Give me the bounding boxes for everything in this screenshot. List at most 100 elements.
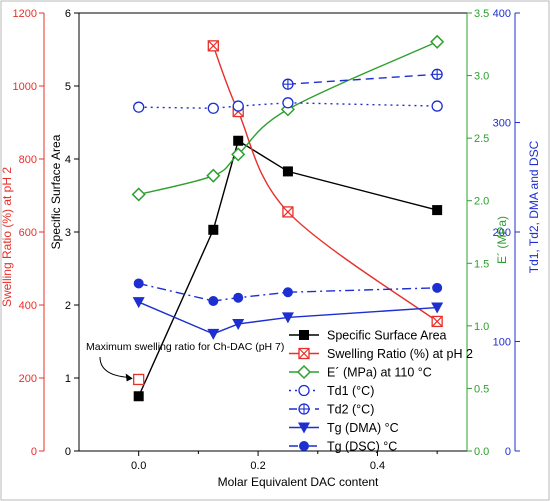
right-inner-tick-label: 3.0	[474, 71, 489, 83]
left-inner-tick-label: 0	[65, 446, 71, 458]
series-6-point-3-shape	[282, 287, 293, 298]
series-group	[131, 34, 445, 402]
right-inner-tick-label: 0.0	[474, 446, 489, 458]
legend-label-1: Swelling Ratio (%) at pH 2	[327, 347, 473, 361]
series-2-point-4	[430, 34, 445, 49]
legend-label-2: E´ (MPa) at 110 °C	[327, 366, 432, 380]
annotation-group: Maximum swelling ratio for Ch-DAC (pH 7)	[86, 341, 284, 386]
series-5-point-2	[232, 318, 245, 330]
left-outer-tick-label: 1200	[13, 8, 37, 20]
series-1-point-2-cross-b	[282, 206, 294, 218]
right-inner-tick-label: 3.5	[474, 8, 489, 20]
series-5-point-1-shape	[207, 328, 220, 340]
x-axis-title: Molar Equivalent DAC content	[218, 475, 379, 489]
series-6-point-4	[432, 282, 443, 293]
right-outer-tick-label: 300	[493, 118, 511, 130]
legend-marker-2-shape	[296, 364, 312, 380]
series-5-point-0	[132, 297, 145, 309]
plot-box	[78, 12, 468, 452]
legend-marker-1	[298, 347, 310, 360]
series-line-2	[138, 41, 438, 196]
legend-marker-0-shape	[299, 330, 309, 340]
series-2-point-2	[231, 147, 246, 162]
left-inner-tick-label: 5	[65, 81, 71, 93]
left-inner-axis-title: Specific Surface Area	[49, 134, 63, 249]
annotation-arrowhead	[125, 373, 133, 382]
annotation-label: Maximum swelling ratio for Ch-DAC (pH 7)	[86, 341, 284, 353]
x-tick-label: 0.0	[131, 460, 146, 472]
series-0-point-2	[233, 135, 244, 146]
series-6-point-2	[233, 292, 244, 303]
series-5-point-4-shape	[431, 302, 444, 314]
series-2-point-1	[206, 168, 221, 183]
left-outer-tick-label: 600	[19, 227, 37, 239]
series-6-point-2-shape	[233, 292, 244, 303]
legend-label-3: Td1 (°C)	[327, 384, 374, 398]
left-inner-tick-label: 1	[65, 373, 71, 385]
series-3-point-3-shape	[282, 97, 294, 109]
left-outer-tick-label: 800	[19, 154, 37, 166]
right-inner-tick-label: 1.0	[474, 321, 489, 333]
legend-label-6: Tg (DSC) °C	[327, 440, 397, 454]
series-5-point-4	[431, 302, 444, 314]
series-1-point-3-cross-b	[431, 316, 443, 327]
legend-marker-4	[298, 403, 310, 415]
series-1-point-0	[207, 40, 219, 52]
left-outer-axis-title: Swelling Ratio (%) at pH 2	[0, 167, 14, 307]
series-4-point-1	[431, 68, 443, 80]
x-tick-label: 0.4	[370, 460, 385, 472]
series-2-point-2-shape	[231, 147, 246, 162]
series-3-point-1-shape	[207, 102, 219, 114]
legend-marker-5	[298, 422, 310, 434]
series-line-4	[287, 73, 438, 85]
right-outer-tick-label: 200	[493, 227, 511, 239]
right-outer-axis-title: Td1, Td2, DMA and DSC	[527, 140, 541, 273]
series-0-point-2-shape	[233, 135, 244, 146]
series-3-point-1	[207, 102, 219, 114]
series-1-point-3	[431, 315, 443, 328]
legend-label-4: Td2 (°C)	[327, 403, 374, 417]
series-5-point-1	[207, 328, 220, 340]
series-3-point-2	[232, 100, 244, 112]
series-5-point-3	[281, 312, 294, 324]
x-tick-label: 0.2	[250, 460, 265, 472]
right-outer-tick-label: 100	[493, 337, 511, 349]
series-3-point-0-shape	[133, 101, 145, 113]
series-line-1	[212, 45, 438, 322]
series-5-point-0-shape	[132, 297, 145, 309]
legend-marker-5-shape	[298, 422, 310, 434]
left-outer-tick-label: 400	[19, 300, 37, 312]
right-inner-tick-label: 2.0	[474, 196, 489, 208]
series-0-point-1	[208, 224, 219, 235]
series-0-point-4-shape	[432, 205, 443, 216]
series-6-point-4-shape	[432, 282, 443, 293]
left-inner-tick-label: 4	[65, 154, 71, 166]
left-outer-tick-label: 1000	[13, 81, 37, 93]
series-0-point-0-shape	[133, 391, 144, 402]
series-3-point-2-shape	[232, 100, 244, 112]
right-outer-tick-label: 400	[493, 8, 511, 20]
left-inner-tick-label: 2	[65, 300, 71, 312]
series-5-point-2-shape	[232, 318, 245, 330]
axes-group: 0.0 0.2 0.4 0 1 2 3 4 5 6 Specific Surface Area 0 20…	[0, 8, 541, 472]
series-3-point-0	[133, 101, 145, 113]
right-inner-tick-label: 0.5	[474, 383, 489, 395]
series-0-point-0	[133, 391, 144, 402]
series-0-point-1-shape	[208, 224, 219, 235]
legend-label-0: Specific Surface Area	[327, 329, 447, 343]
series-0-point-3	[282, 166, 293, 177]
legend-label-5: Tg (DMA) °C	[327, 421, 399, 435]
legend-marker-6-shape	[299, 441, 309, 451]
right-inner-axis-title: E´ (MPa)	[495, 216, 509, 264]
series-6-point-0	[133, 278, 144, 289]
series-6-point-0-shape	[133, 278, 144, 289]
series-2-point-0	[131, 187, 146, 202]
right-outer-tick-label: 0	[505, 446, 511, 458]
right-inner-tick-label: 1.5	[474, 258, 489, 270]
legend-marker-3-shape	[298, 384, 310, 397]
series-3-point-4-shape	[431, 100, 443, 112]
series-6-point-3	[282, 287, 293, 298]
series-line-3	[138, 102, 438, 109]
series-6-point-1	[208, 295, 219, 306]
